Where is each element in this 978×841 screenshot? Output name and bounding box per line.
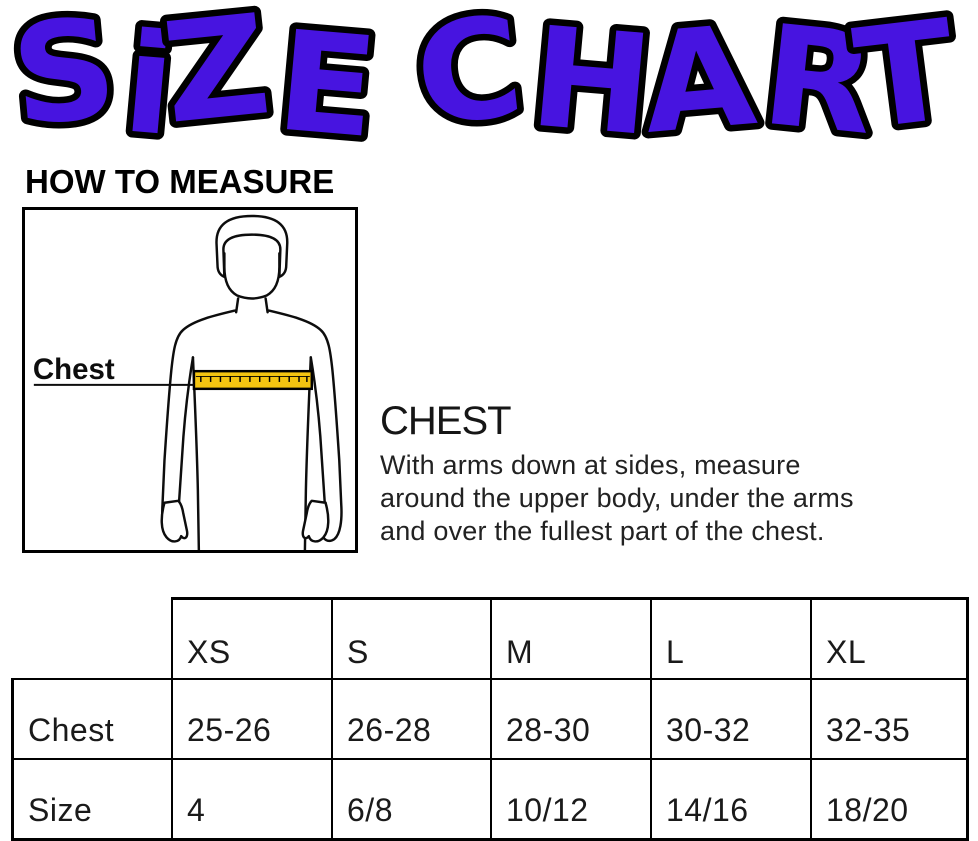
size-table-header-l: L (650, 597, 810, 678)
size-table-cell-chest-m: 28-30 (490, 678, 650, 758)
size-table-cell-chest-xl: 32-35 (810, 678, 966, 758)
chest-section-description: With arms down at sides, measure around … (380, 449, 854, 548)
title-artwork: SiZE CHART (0, 0, 971, 176)
chest-description-line: around the upper body, under the arms (380, 483, 854, 513)
size-table-header-s: S (331, 597, 490, 678)
how-to-measure-heading: HOW TO MEASURE (25, 163, 335, 200)
measure-diagram-box: Chest (22, 207, 358, 553)
page-title-banner: SiZE CHART (0, 0, 978, 176)
size-table-row-label-chest: Chest (11, 678, 171, 758)
size-table-cell-size-s: 6/8 (331, 758, 490, 838)
size-table-header-xl: XL (810, 597, 966, 678)
chest-description-line: With arms down at sides, measure (380, 450, 801, 480)
figure-right-hand (301, 499, 330, 543)
size-table-cell-size-xs: 4 (171, 758, 331, 838)
chest-description-line: and over the fullest part of the chest. (380, 516, 825, 546)
size-table-header-xs: XS (171, 597, 331, 678)
size-table-cell-size-m: 10/12 (490, 758, 650, 838)
figure-face (223, 252, 281, 300)
size-table-cell-chest-l: 30-32 (650, 678, 810, 758)
tape-measure-icon (192, 369, 314, 391)
page-title: SiZE CHART (6, 0, 964, 158)
person-figure-diagram: Chest (33, 214, 343, 550)
chest-diagram-label: Chest (33, 353, 115, 386)
size-table: XS S M L XL Chest 25-26 26-28 28-30 30-3… (11, 597, 969, 841)
size-table-row-label-size: Size (11, 758, 171, 838)
size-table-corner-cell (11, 597, 171, 678)
chest-section-heading: CHEST (380, 399, 512, 443)
size-table-cell-chest-s: 26-28 (331, 678, 490, 758)
size-table-cell-size-xl: 18/20 (810, 758, 966, 838)
figure-hair (215, 214, 289, 279)
size-table-header-m: M (490, 597, 650, 678)
size-table-cell-size-l: 14/16 (650, 758, 810, 838)
figure-left-hand (160, 499, 189, 543)
size-table-cell-chest-xs: 25-26 (171, 678, 331, 758)
